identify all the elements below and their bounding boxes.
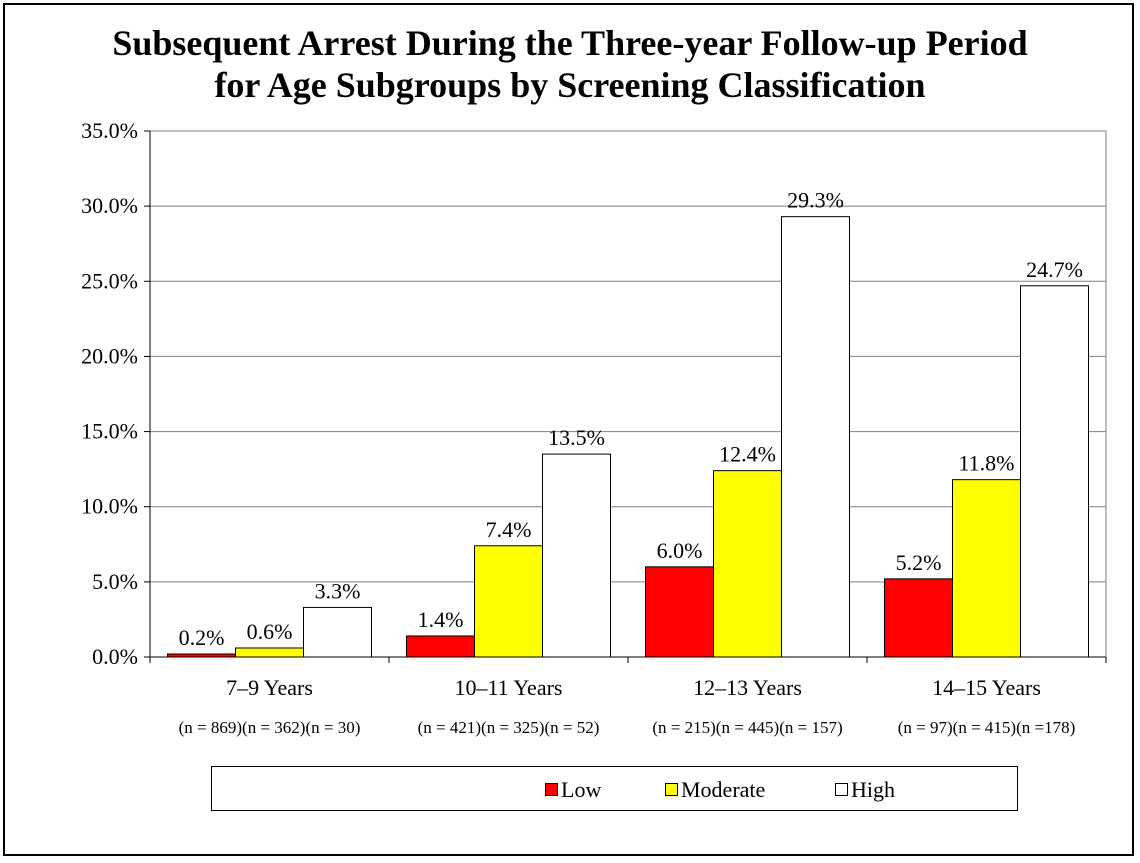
legend-item-low: Low (545, 767, 601, 812)
y-tick-label: 15.0% (81, 419, 138, 444)
y-tick-label: 0.0% (92, 644, 138, 669)
bar-low (645, 566, 714, 658)
y-tick-label: 10.0% (81, 494, 138, 519)
x-tick-label: 12–13 Years (693, 675, 802, 700)
chart-title: Subsequent Arrest During the Three-year … (0, 22, 1140, 106)
bar-high (303, 606, 372, 658)
bar-value-label: 13.5% (548, 425, 605, 450)
subcategory-label: (n = 215)(n = 445)(n = 157) (652, 718, 843, 737)
legend-swatch-moderate (665, 783, 678, 796)
bar-moderate (235, 647, 304, 658)
bar-value-label: 1.4% (418, 607, 464, 632)
bar-value-label: 5.2% (896, 550, 942, 575)
bar-value-label: 0.6% (247, 619, 293, 644)
y-tick-label: 20.0% (81, 343, 138, 368)
y-tick-label: 25.0% (81, 268, 138, 293)
bar-value-label: 24.7% (1026, 257, 1083, 282)
y-tick-label: 5.0% (92, 569, 138, 594)
legend-label-low: Low (561, 776, 602, 802)
bar-value-label: 3.3% (315, 578, 361, 603)
y-tick-label: 30.0% (81, 193, 138, 218)
x-tick-label: 10–11 Years (455, 675, 563, 700)
bar-high (1020, 285, 1089, 658)
legend-label-moderate: Moderate (681, 776, 766, 802)
legend-label-high: High (851, 776, 895, 802)
bar-low (406, 635, 475, 658)
y-tick-label: 35.0% (81, 118, 138, 143)
legend-item-high: High (835, 767, 895, 812)
bar-high (542, 453, 611, 658)
bar-moderate (713, 470, 782, 658)
bar-high (781, 216, 850, 658)
x-tick-label: 7–9 Years (226, 675, 313, 700)
subcategory-label: (n = 421)(n = 325)(n = 52) (417, 718, 600, 737)
legend-item-moderate: Moderate (665, 767, 765, 812)
bar-value-label: 0.2% (179, 625, 225, 650)
bar-value-label: 11.8% (958, 451, 1014, 476)
chart-title-line-1: Subsequent Arrest During the Three-year … (112, 23, 1028, 63)
bar-moderate (474, 545, 543, 658)
x-tick-label: 14–15 Years (932, 675, 1041, 700)
bar-low (167, 653, 236, 658)
bar-value-label: 12.4% (719, 442, 776, 467)
plot-area (149, 130, 1107, 658)
subcategory-label: (n = 97)(n = 415)(n =178) (897, 718, 1076, 737)
bar-value-label: 6.0% (657, 538, 703, 563)
bar-moderate (952, 479, 1021, 658)
subcategory-label: (n = 869)(n = 362)(n = 30) (178, 718, 361, 737)
legend-swatch-low (545, 783, 558, 796)
legend-swatch-high (835, 783, 848, 796)
bar-value-label: 7.4% (486, 517, 532, 542)
chart-title-line-2: for Age Subgroups by Screening Classific… (214, 65, 926, 105)
legend: Low Moderate High (211, 766, 1018, 811)
bar-value-label: 29.3% (787, 188, 844, 213)
bar-low (884, 578, 953, 658)
